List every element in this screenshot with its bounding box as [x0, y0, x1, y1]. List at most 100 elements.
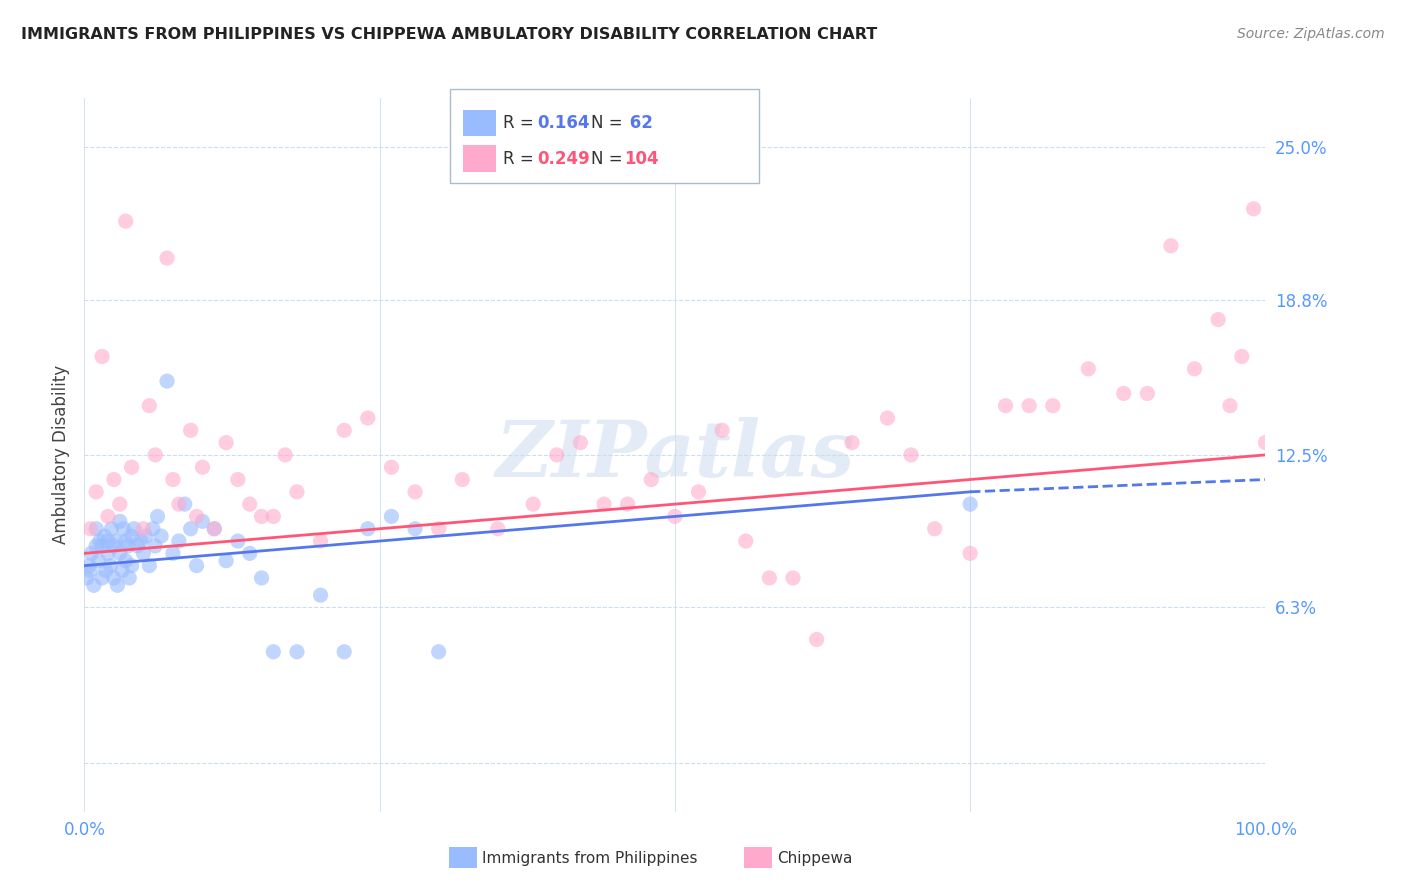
Point [758, 571, 780, 585]
Point [114, 554, 136, 568]
Point [215, 435, 238, 450]
Point [173, 497, 195, 511]
Point [333, 423, 356, 437]
Point [782, 571, 804, 585]
Point [80, 546, 103, 560]
Point [100, 522, 122, 536]
Point [97, 509, 120, 524]
Point [91, 539, 114, 553]
Point [1219, 399, 1241, 413]
Point [226, 473, 249, 487]
Point [546, 448, 568, 462]
Point [215, 554, 238, 568]
Point [202, 522, 225, 536]
Point [79, 564, 101, 578]
Point [427, 522, 450, 536]
Point [285, 484, 308, 499]
Point [121, 558, 143, 573]
Point [121, 529, 143, 543]
Point [186, 509, 208, 524]
Text: N =: N = [591, 114, 627, 132]
Point [79, 522, 101, 536]
Point [87, 554, 110, 568]
Point [156, 251, 179, 265]
Point [108, 497, 131, 511]
Text: Source: ZipAtlas.com: Source: ZipAtlas.com [1237, 27, 1385, 41]
Point [226, 534, 249, 549]
Point [122, 522, 145, 536]
Point [150, 529, 173, 543]
Point [239, 546, 262, 560]
Point [994, 399, 1017, 413]
Point [664, 509, 686, 524]
Point [640, 473, 662, 487]
Point [84, 522, 107, 536]
Point [114, 214, 136, 228]
Point [156, 374, 179, 388]
Point [108, 514, 131, 528]
Point [105, 534, 128, 549]
Point [84, 539, 107, 553]
Point [924, 522, 946, 536]
Point [1184, 361, 1206, 376]
Point [142, 522, 165, 536]
Point [404, 484, 426, 499]
Point [162, 546, 184, 560]
Point [486, 522, 509, 536]
Point [250, 571, 273, 585]
Point [91, 571, 114, 585]
Point [138, 558, 160, 573]
Point [132, 546, 155, 560]
Text: IMMIGRANTS FROM PHILIPPINES VS CHIPPEWA AMBULATORY DISABILITY CORRELATION CHART: IMMIGRANTS FROM PHILIPPINES VS CHIPPEWA … [21, 27, 877, 42]
Point [380, 460, 402, 475]
Point [1136, 386, 1159, 401]
Point [806, 632, 828, 647]
Point [959, 546, 981, 560]
Point [1018, 399, 1040, 413]
Point [274, 448, 297, 462]
Point [114, 534, 136, 549]
Text: 0.164: 0.164 [537, 114, 589, 132]
Point [309, 534, 332, 549]
Point [117, 539, 139, 553]
Point [262, 645, 284, 659]
Point [1077, 361, 1099, 376]
Point [108, 546, 131, 560]
Point [616, 497, 638, 511]
Point [191, 460, 214, 475]
Point [76, 571, 98, 585]
Point [451, 473, 474, 487]
Point [94, 564, 117, 578]
Point [103, 473, 125, 487]
Point [1042, 399, 1064, 413]
Point [143, 448, 166, 462]
Point [146, 509, 169, 524]
Point [309, 588, 332, 602]
Point [89, 534, 111, 549]
Y-axis label: Ambulatory Disability: Ambulatory Disability [52, 366, 70, 544]
Point [250, 509, 273, 524]
Point [734, 534, 756, 549]
Point [357, 411, 380, 425]
Point [1230, 350, 1253, 364]
Point [841, 435, 863, 450]
Point [191, 514, 214, 528]
Point [202, 522, 225, 536]
Point [1254, 435, 1277, 450]
Point [111, 564, 134, 578]
Point [167, 497, 190, 511]
Point [143, 539, 166, 553]
Point [97, 534, 120, 549]
Text: R =: R = [503, 150, 540, 168]
Point [959, 497, 981, 511]
Point [1112, 386, 1135, 401]
Point [118, 571, 141, 585]
Point [127, 539, 149, 553]
Point [239, 497, 262, 511]
Point [262, 509, 284, 524]
Text: 0.249: 0.249 [537, 150, 591, 168]
Point [107, 578, 129, 592]
Point [103, 571, 125, 585]
Point [132, 522, 155, 536]
Point [91, 350, 114, 364]
